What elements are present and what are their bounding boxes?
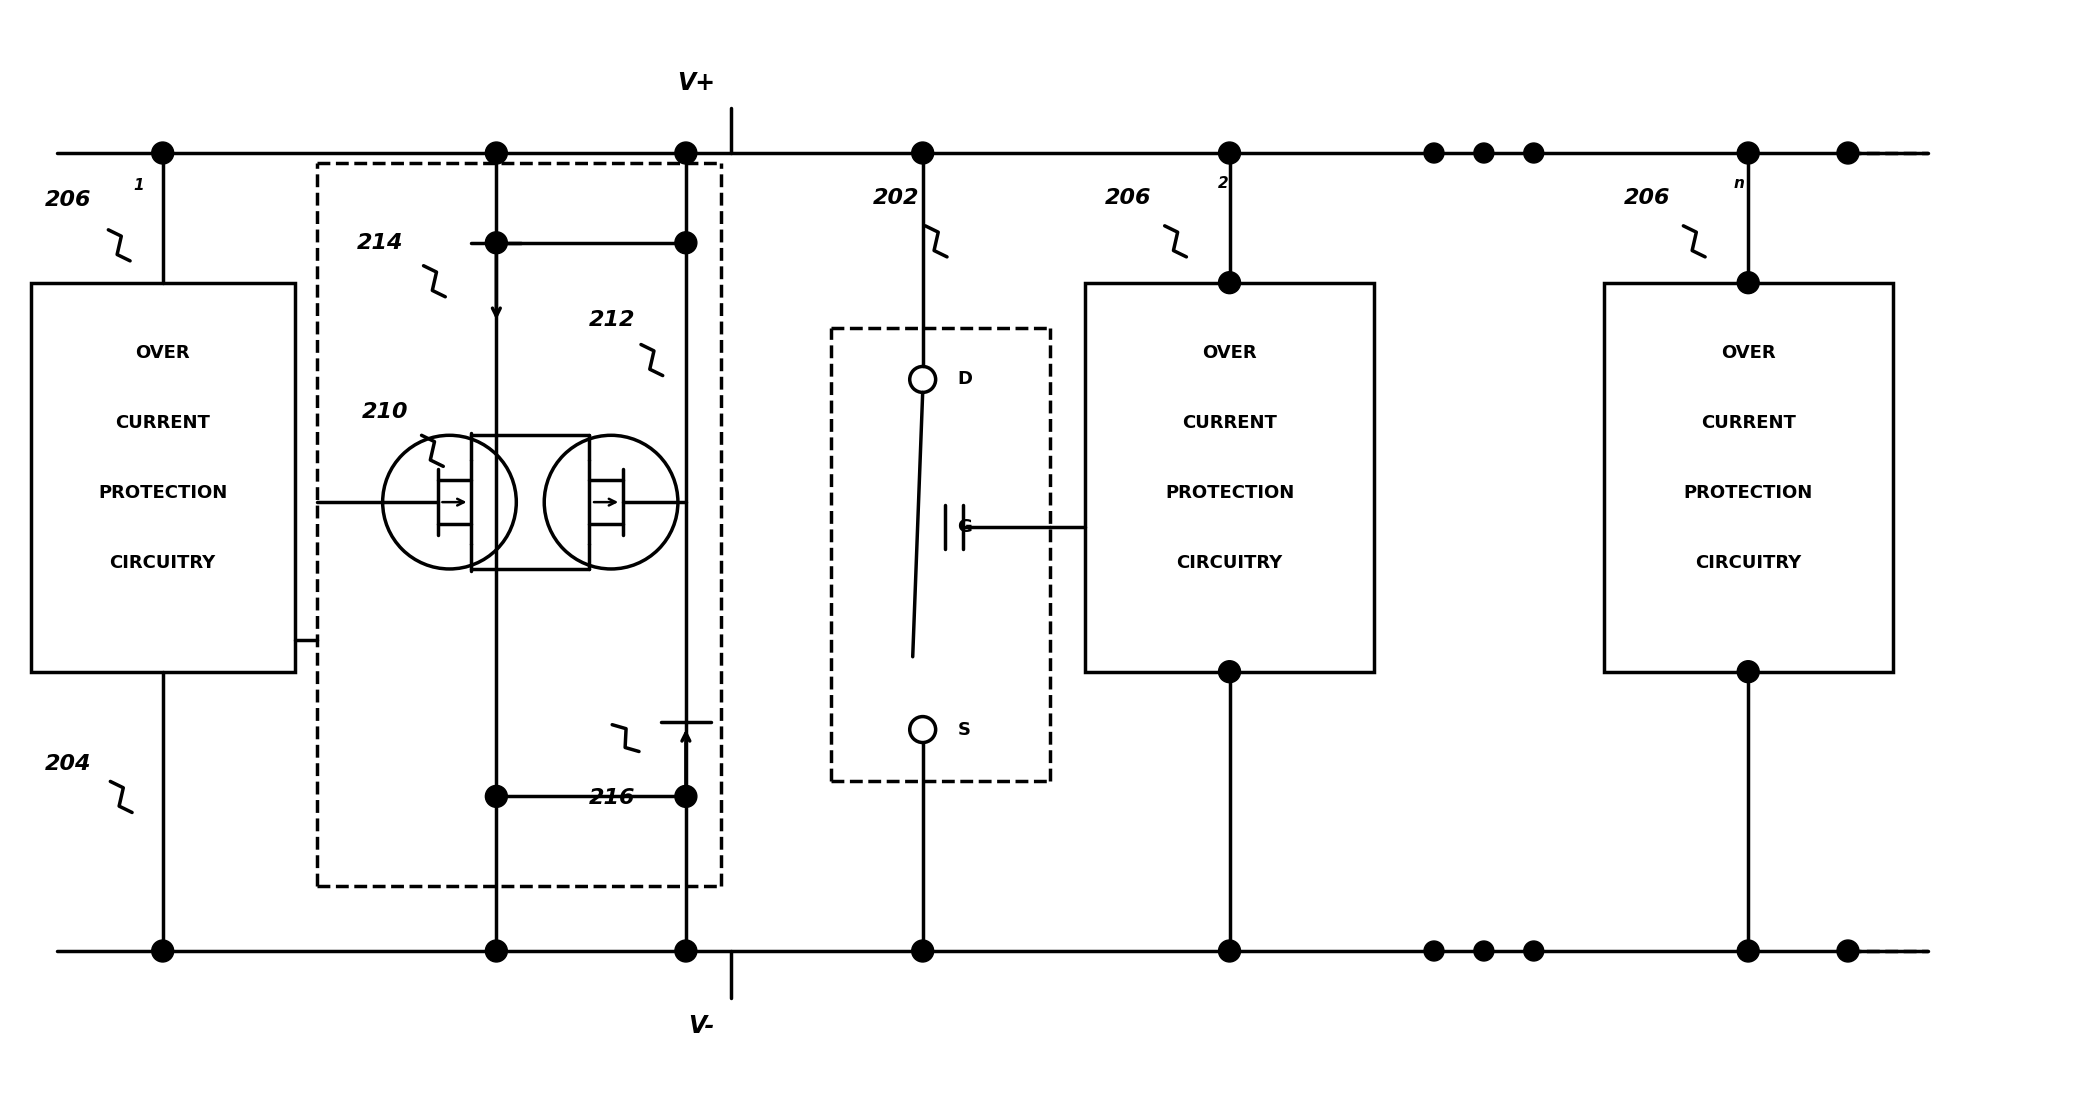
- Bar: [1605, 282, 1893, 672]
- Circle shape: [1837, 940, 1859, 962]
- Text: 2: 2: [1217, 176, 1227, 190]
- Circle shape: [1219, 661, 1240, 683]
- Text: OVER: OVER: [1202, 343, 1256, 362]
- Text: V+: V+: [678, 71, 715, 95]
- Circle shape: [1424, 143, 1445, 163]
- Text: 214: 214: [357, 232, 404, 252]
- Circle shape: [912, 142, 933, 164]
- Text: PROTECTION: PROTECTION: [1165, 484, 1294, 501]
- Text: CURRENT: CURRENT: [1182, 414, 1277, 432]
- Circle shape: [1737, 940, 1760, 962]
- Text: 216: 216: [589, 788, 636, 808]
- Circle shape: [1474, 941, 1495, 961]
- Circle shape: [1474, 143, 1495, 163]
- Bar: [1084, 282, 1374, 672]
- Circle shape: [676, 142, 697, 164]
- Bar: [31, 282, 294, 672]
- Text: V-: V-: [688, 1014, 713, 1037]
- Text: CURRENT: CURRENT: [116, 414, 209, 432]
- Circle shape: [485, 940, 508, 962]
- Text: OVER: OVER: [135, 343, 191, 362]
- Circle shape: [1219, 142, 1240, 164]
- Text: S: S: [958, 721, 970, 738]
- Text: 1: 1: [133, 178, 143, 193]
- Text: 206: 206: [1623, 188, 1671, 208]
- Circle shape: [676, 231, 697, 254]
- Circle shape: [1219, 940, 1240, 962]
- Circle shape: [676, 786, 697, 807]
- Text: PROTECTION: PROTECTION: [97, 484, 228, 501]
- Text: PROTECTION: PROTECTION: [1683, 484, 1812, 501]
- Text: 206: 206: [1105, 188, 1151, 208]
- Circle shape: [485, 786, 508, 807]
- Circle shape: [1737, 142, 1760, 164]
- Circle shape: [151, 142, 174, 164]
- Circle shape: [1737, 271, 1760, 293]
- Circle shape: [1524, 941, 1544, 961]
- Text: n: n: [1733, 176, 1743, 190]
- Circle shape: [1524, 143, 1544, 163]
- Text: CIRCUITRY: CIRCUITRY: [1696, 554, 1801, 572]
- Circle shape: [485, 142, 508, 164]
- Text: 204: 204: [44, 755, 91, 775]
- Text: G: G: [958, 518, 972, 536]
- Circle shape: [485, 231, 508, 254]
- Circle shape: [1219, 271, 1240, 293]
- Text: CIRCUITRY: CIRCUITRY: [1175, 554, 1283, 572]
- Text: 212: 212: [589, 310, 636, 330]
- Circle shape: [151, 940, 174, 962]
- Circle shape: [1837, 142, 1859, 164]
- Text: D: D: [958, 371, 972, 389]
- Circle shape: [1424, 941, 1445, 961]
- Text: CIRCUITRY: CIRCUITRY: [110, 554, 216, 572]
- Text: OVER: OVER: [1721, 343, 1774, 362]
- Text: 202: 202: [873, 188, 918, 208]
- Circle shape: [912, 940, 933, 962]
- Text: CURRENT: CURRENT: [1700, 414, 1795, 432]
- Circle shape: [1737, 661, 1760, 683]
- Text: 210: 210: [361, 402, 408, 423]
- Circle shape: [676, 940, 697, 962]
- Text: 206: 206: [44, 190, 91, 210]
